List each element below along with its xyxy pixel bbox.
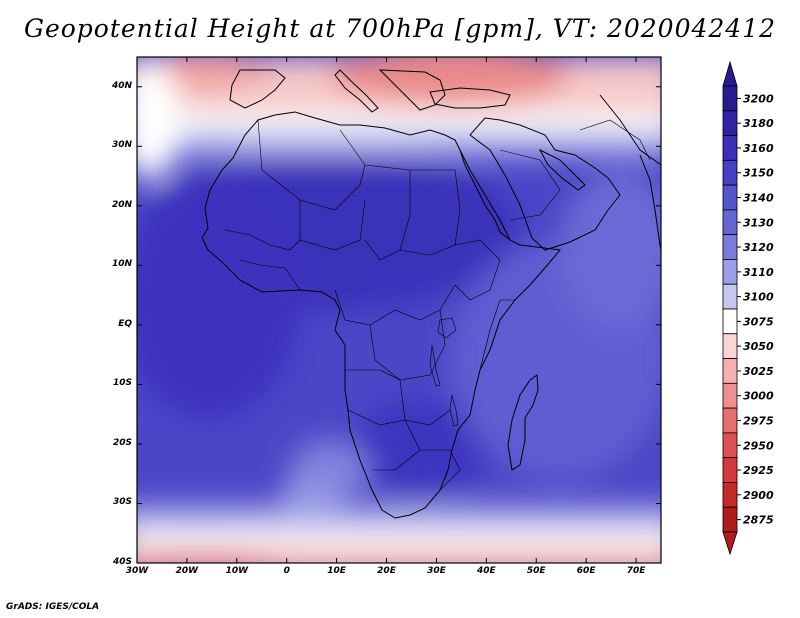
field-south-white [137, 530, 661, 552]
colorbar-segment [722, 457, 738, 483]
colorbar-segment [722, 184, 738, 211]
colorbar-label: 3050 [743, 340, 774, 353]
colorbar-label: 3130 [743, 216, 774, 229]
colorbar-bottom-arrow [722, 531, 738, 556]
colorbar-segment [722, 382, 738, 409]
lon-label: 70E [626, 566, 646, 576]
border-12 [224, 229, 301, 251]
border-9 [347, 409, 421, 471]
iberia-coastline [229, 69, 286, 109]
persian-gulf [538, 148, 586, 191]
border-15 [579, 119, 651, 161]
madagascar [507, 374, 539, 471]
colorbar-label: 3120 [743, 241, 774, 254]
india-coastline [639, 154, 661, 251]
map-title: Geopotential Height at 700hPa [gpm], VT:… [23, 14, 777, 43]
height-field [137, 57, 661, 563]
colorbar-label: 2900 [743, 489, 774, 502]
lon-label: 40E [476, 566, 496, 576]
colorbar-label: 2875 [743, 514, 774, 527]
border-13 [239, 259, 301, 291]
lon-label: 30E [427, 566, 446, 576]
lon-label: 10E [327, 566, 346, 576]
border-8 [345, 369, 451, 426]
field-north-red [330, 57, 570, 105]
colorbar-label: 2950 [743, 439, 774, 452]
lon-label: 50E [526, 566, 546, 576]
colorbar: 3200 3180 3160 3150 3140 3130 3120 3110 3100 3075… [722, 60, 774, 556]
colorbar-segment [722, 333, 738, 359]
lake-victoria [437, 317, 457, 339]
colorbar-label: 3110 [743, 266, 774, 279]
lat-label: 40S [112, 557, 132, 567]
colorbar-label: 3160 [743, 142, 774, 155]
border-7 [369, 309, 446, 381]
field-south-red [137, 553, 279, 563]
colorbar-label: 2925 [743, 464, 774, 477]
border-14 [499, 149, 561, 221]
lat-label: 10S [112, 378, 132, 389]
lon-label: 10W [225, 566, 249, 576]
grads-credit: GrADS: IGES/COLA [6, 602, 100, 612]
lake-tanganyika [429, 344, 441, 387]
border-3 [364, 164, 411, 261]
tick-marks [136, 57, 661, 564]
colorbar-label: 3000 [743, 390, 774, 403]
colorbar-label: 3075 [743, 315, 774, 328]
border-5 [454, 239, 501, 301]
lat-label: EQ [118, 318, 132, 329]
colorbar-label: 3100 [743, 291, 774, 304]
colorbar-segment [722, 407, 738, 434]
lon-label: 0 [283, 566, 290, 576]
colorbar-segment [722, 110, 738, 136]
lat-label: 20S [112, 437, 132, 448]
lon-label: 30W [125, 566, 149, 576]
border-2 [299, 199, 366, 251]
field-west-white [137, 60, 180, 180]
lat-label: 20N [111, 199, 132, 210]
lon-label: 60E [576, 566, 596, 576]
colorbar-label: 3140 [743, 192, 774, 205]
italy-coastline [334, 69, 379, 113]
red-sea-west [459, 149, 511, 241]
lon-label: 20E [377, 566, 396, 576]
field-deep-atlantic [137, 180, 300, 420]
colorbar-label: 3150 [743, 167, 774, 180]
colorbar-top-arrow [722, 60, 738, 87]
colorbar-label: 3200 [743, 92, 774, 105]
border-11 [479, 299, 515, 371]
lake-malawi [449, 394, 459, 427]
colorbar-segment [722, 209, 738, 236]
colorbar-segment [722, 432, 738, 459]
balkans-coastline [378, 69, 446, 111]
lat-label: 10N [111, 259, 132, 270]
colorbar-segment [722, 234, 738, 260]
arabia-coastline [469, 117, 621, 251]
east-coast-upper [599, 94, 661, 166]
border-10 [420, 449, 461, 491]
field-light-east [560, 170, 661, 330]
colorbar-segment [722, 259, 738, 285]
colorbar-segment [722, 283, 738, 310]
colorbar-segment [722, 482, 738, 508]
map-frame [136, 56, 662, 564]
turkey-coastline [429, 87, 511, 109]
colorbar-label: 2975 [743, 415, 774, 428]
colorbar-label: 3180 [743, 117, 774, 130]
colorbar-segment [722, 135, 738, 161]
colorbar-segment [722, 308, 738, 335]
colorbar-label: 3025 [743, 365, 774, 378]
lon-label: 20W [175, 566, 199, 576]
lat-label: 30S [112, 497, 132, 508]
lat-label: 30N [111, 140, 132, 151]
colorbar-segment [722, 506, 738, 533]
colorbar-segment [722, 85, 738, 112]
colorbar-segment [722, 358, 738, 384]
colorbar-segment [722, 159, 738, 186]
country-borders [224, 119, 651, 491]
lat-label: 40N [111, 80, 132, 91]
border-4 [399, 169, 461, 256]
